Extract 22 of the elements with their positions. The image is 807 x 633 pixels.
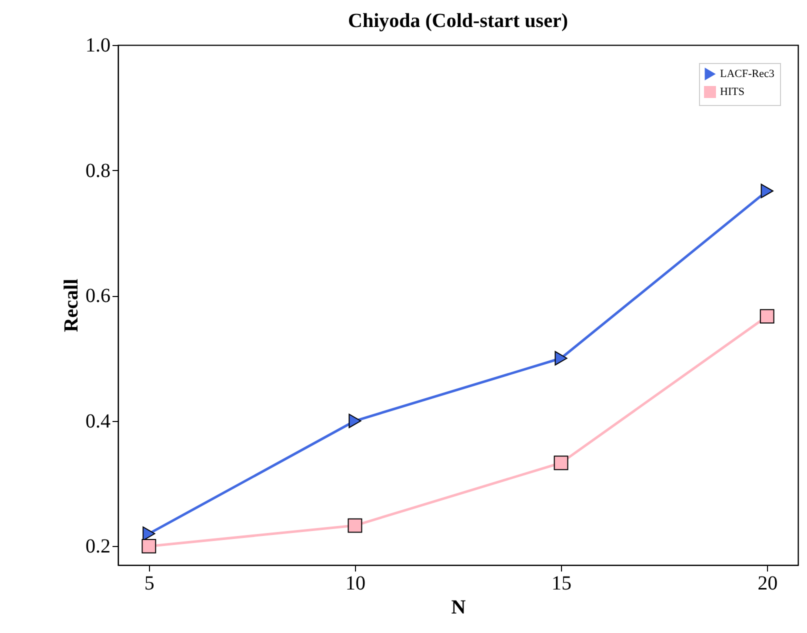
y-tick-label: 0.6 bbox=[86, 285, 110, 308]
point bbox=[348, 518, 362, 533]
legend-label: HITS bbox=[720, 86, 744, 98]
point bbox=[760, 309, 774, 324]
chart-title: Chiyoda (Cold-start user) bbox=[348, 10, 568, 32]
y-tick-label: 0.8 bbox=[86, 160, 110, 182]
x-tick-label: 20 bbox=[758, 572, 778, 594]
y-tick-label: 1.0 bbox=[86, 34, 110, 56]
point bbox=[554, 351, 568, 366]
point bbox=[760, 184, 774, 198]
y-tick-label: 0.2 bbox=[86, 536, 110, 558]
x-tick-label: 15 bbox=[552, 572, 572, 594]
x-tick-label: 10 bbox=[345, 572, 366, 594]
x-tick-label: 5 bbox=[144, 572, 154, 594]
x-axis-title: N bbox=[451, 596, 466, 618]
point bbox=[142, 526, 156, 541]
y-tick-label: 0.4 bbox=[86, 410, 110, 432]
y-axis-title: Recall bbox=[60, 278, 82, 332]
legend-label: LACF-Rec3 bbox=[720, 68, 775, 80]
point bbox=[554, 456, 568, 470]
point bbox=[348, 414, 362, 428]
point bbox=[142, 538, 156, 554]
